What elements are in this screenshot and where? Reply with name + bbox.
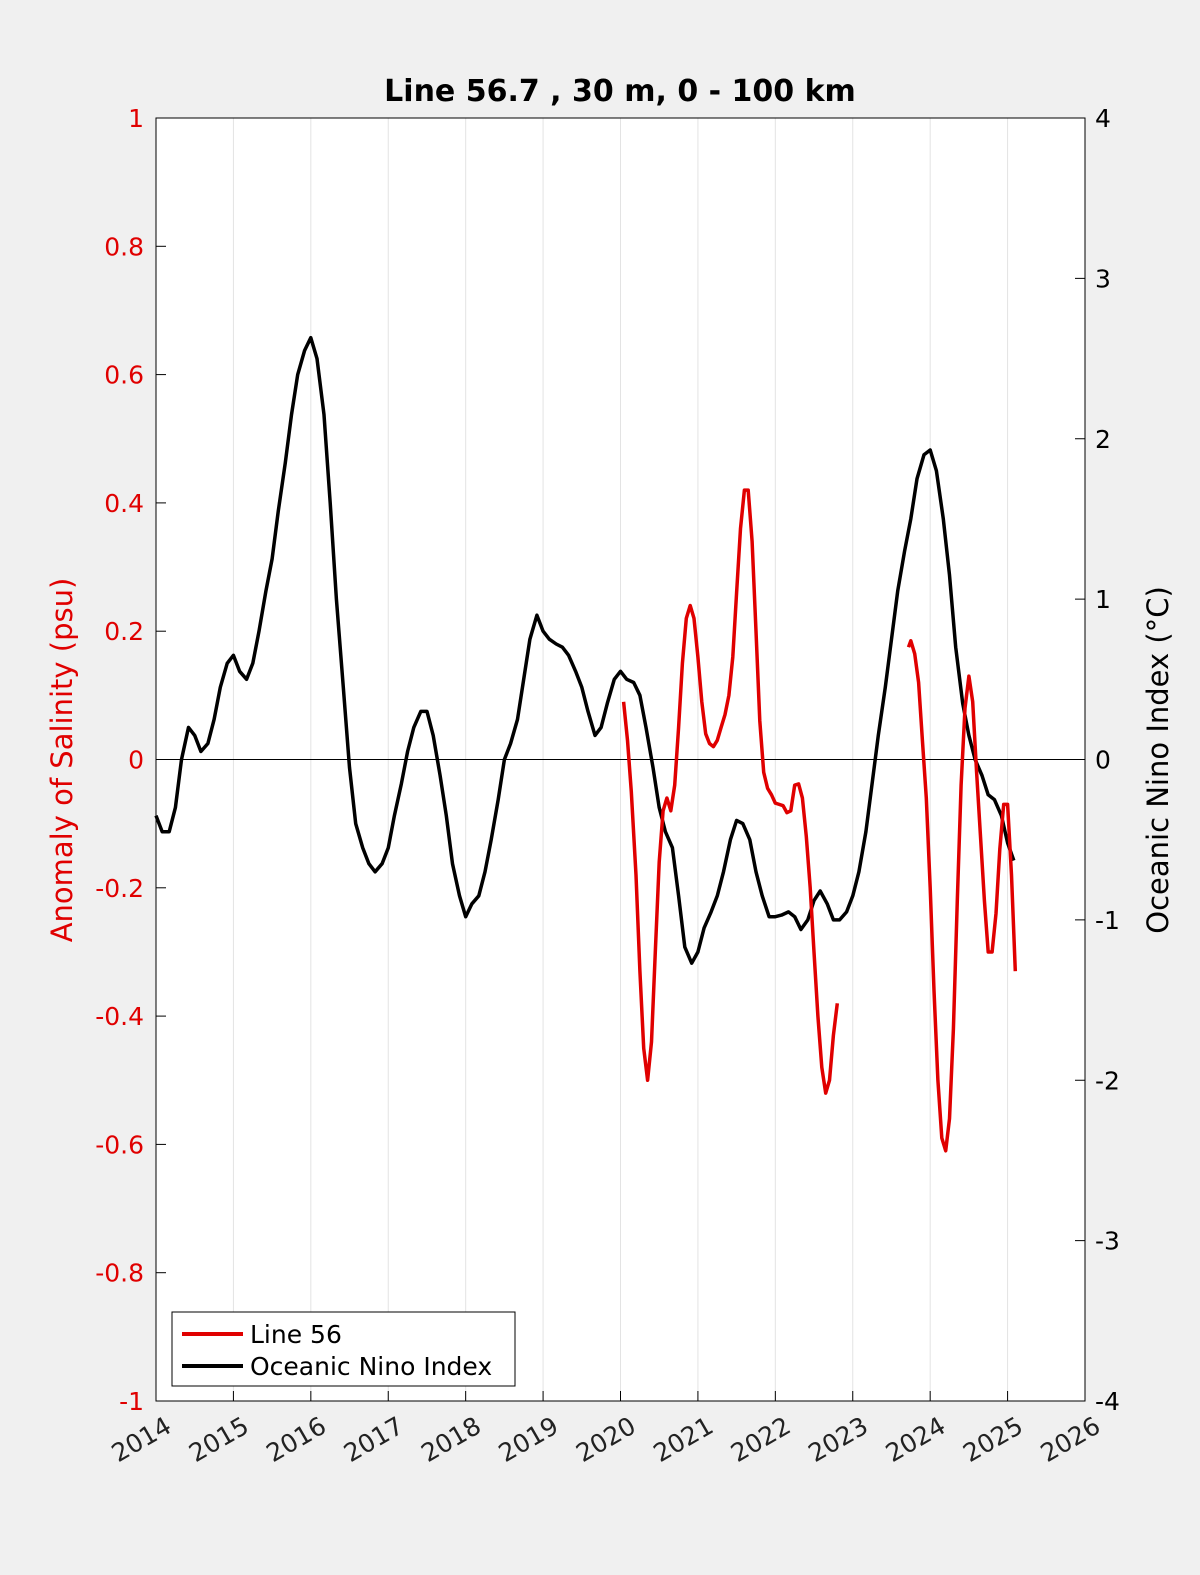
- left-axis: 1 0.8 0.6 0.4 0.2 0 -0.2 -0.4 -0.6 -0.8 -1: [95, 104, 166, 1416]
- left-tick-label: -0.2: [95, 874, 144, 903]
- right-tick-label: -1: [1095, 906, 1120, 935]
- left-tick-label: -0.6: [95, 1130, 144, 1159]
- legend-label-line-56: Line 56: [250, 1320, 342, 1349]
- left-tick-label: -0.8: [95, 1259, 144, 1288]
- legend-box: [171, 1311, 516, 1387]
- series-line-line-56-segment-2: [906, 639, 1018, 1153]
- right-tick-label: 2: [1095, 425, 1111, 454]
- right-tick-label: 1: [1095, 585, 1111, 614]
- left-tick-label: -0.4: [95, 1002, 144, 1031]
- legend-label-oni: Oceanic Nino Index: [250, 1352, 492, 1381]
- right-axis-label: Oceanic Nino Index (°C): [1141, 586, 1175, 934]
- series-line-oceanic-nino-index: [154, 335, 1016, 965]
- left-tick-label: 1: [128, 104, 144, 133]
- right-axis: 4 3 2 1 0 -1 -2 -3 -4: [1075, 104, 1120, 1416]
- right-tick-label: -2: [1095, 1066, 1120, 1095]
- series-layer: [154, 335, 1018, 1153]
- right-tick-label: -3: [1095, 1227, 1120, 1256]
- left-tick-label: 0.4: [104, 489, 144, 518]
- left-tick-label: 0.8: [104, 232, 144, 261]
- left-axis-label: Anomaly of Salinity (psu): [45, 578, 79, 943]
- right-tick-label: 3: [1095, 264, 1111, 293]
- left-tick-label: 0: [128, 746, 144, 775]
- legend: Line 56 Oceanic Nino Index: [171, 1311, 516, 1387]
- left-tick-label: -1: [119, 1387, 144, 1416]
- right-tick-label: 4: [1095, 104, 1111, 133]
- left-tick-label: 0.6: [104, 361, 144, 390]
- chart-title: Line 56.7 , 30 m, 0 - 100 km: [384, 74, 856, 109]
- right-tick-label: -4: [1095, 1387, 1120, 1416]
- series-line-line-56-segment-1: [621, 488, 840, 1095]
- right-tick-label: 0: [1095, 746, 1111, 775]
- left-tick-label: 0.2: [104, 617, 144, 646]
